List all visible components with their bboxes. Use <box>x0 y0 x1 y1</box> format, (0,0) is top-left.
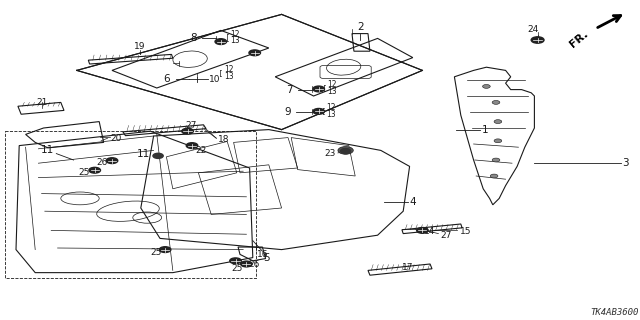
Text: 4: 4 <box>410 197 416 207</box>
Text: TK4AB3600: TK4AB3600 <box>590 308 639 317</box>
Text: 14: 14 <box>424 227 436 236</box>
Text: 5: 5 <box>264 253 270 263</box>
Text: 26: 26 <box>96 158 108 167</box>
Text: 17: 17 <box>402 263 413 272</box>
Text: 25: 25 <box>232 264 243 273</box>
Text: 27: 27 <box>440 231 452 240</box>
Circle shape <box>417 228 428 233</box>
Text: FR.: FR. <box>568 29 590 50</box>
Text: 26: 26 <box>248 260 260 269</box>
Text: 12: 12 <box>230 30 240 39</box>
Circle shape <box>340 148 351 154</box>
Text: 6: 6 <box>163 74 170 84</box>
Circle shape <box>492 100 500 104</box>
Circle shape <box>89 167 100 173</box>
Text: 8: 8 <box>191 33 197 44</box>
Circle shape <box>338 147 353 154</box>
Text: 13: 13 <box>230 36 240 45</box>
Circle shape <box>494 139 502 143</box>
Text: 10: 10 <box>209 75 221 84</box>
Text: 13: 13 <box>328 87 337 96</box>
Text: 2: 2 <box>357 22 364 32</box>
Circle shape <box>483 84 490 88</box>
Text: 3: 3 <box>622 158 628 168</box>
Text: 25: 25 <box>78 168 90 177</box>
Circle shape <box>230 258 241 264</box>
Text: 12: 12 <box>326 103 336 112</box>
Circle shape <box>159 247 171 252</box>
Text: 13: 13 <box>224 72 234 81</box>
Text: 20: 20 <box>110 134 122 143</box>
Text: 11: 11 <box>137 148 150 159</box>
Circle shape <box>492 158 500 162</box>
Circle shape <box>490 174 498 178</box>
Text: 22: 22 <box>195 146 207 155</box>
Text: 12: 12 <box>328 80 337 89</box>
Circle shape <box>531 37 544 43</box>
Text: 27: 27 <box>186 121 197 130</box>
Circle shape <box>182 128 193 134</box>
Text: 15: 15 <box>460 227 471 236</box>
Text: 12: 12 <box>224 65 234 74</box>
Circle shape <box>249 50 260 56</box>
Text: 16: 16 <box>257 250 269 259</box>
Text: 9: 9 <box>285 107 291 117</box>
Text: 21: 21 <box>36 98 47 107</box>
Text: 18: 18 <box>218 135 229 144</box>
Circle shape <box>494 120 502 124</box>
Circle shape <box>313 108 324 114</box>
Circle shape <box>241 261 252 267</box>
Text: 23: 23 <box>324 149 336 158</box>
Text: 19: 19 <box>134 42 145 51</box>
Circle shape <box>186 143 198 148</box>
Circle shape <box>313 86 324 92</box>
Text: 11: 11 <box>41 145 54 156</box>
Text: 13: 13 <box>326 110 336 119</box>
Text: 24: 24 <box>527 25 539 34</box>
Circle shape <box>153 153 163 158</box>
Text: 7: 7 <box>287 84 293 95</box>
Text: 1: 1 <box>482 124 488 135</box>
Text: 25: 25 <box>150 248 161 257</box>
Circle shape <box>215 39 227 44</box>
Circle shape <box>106 158 118 164</box>
